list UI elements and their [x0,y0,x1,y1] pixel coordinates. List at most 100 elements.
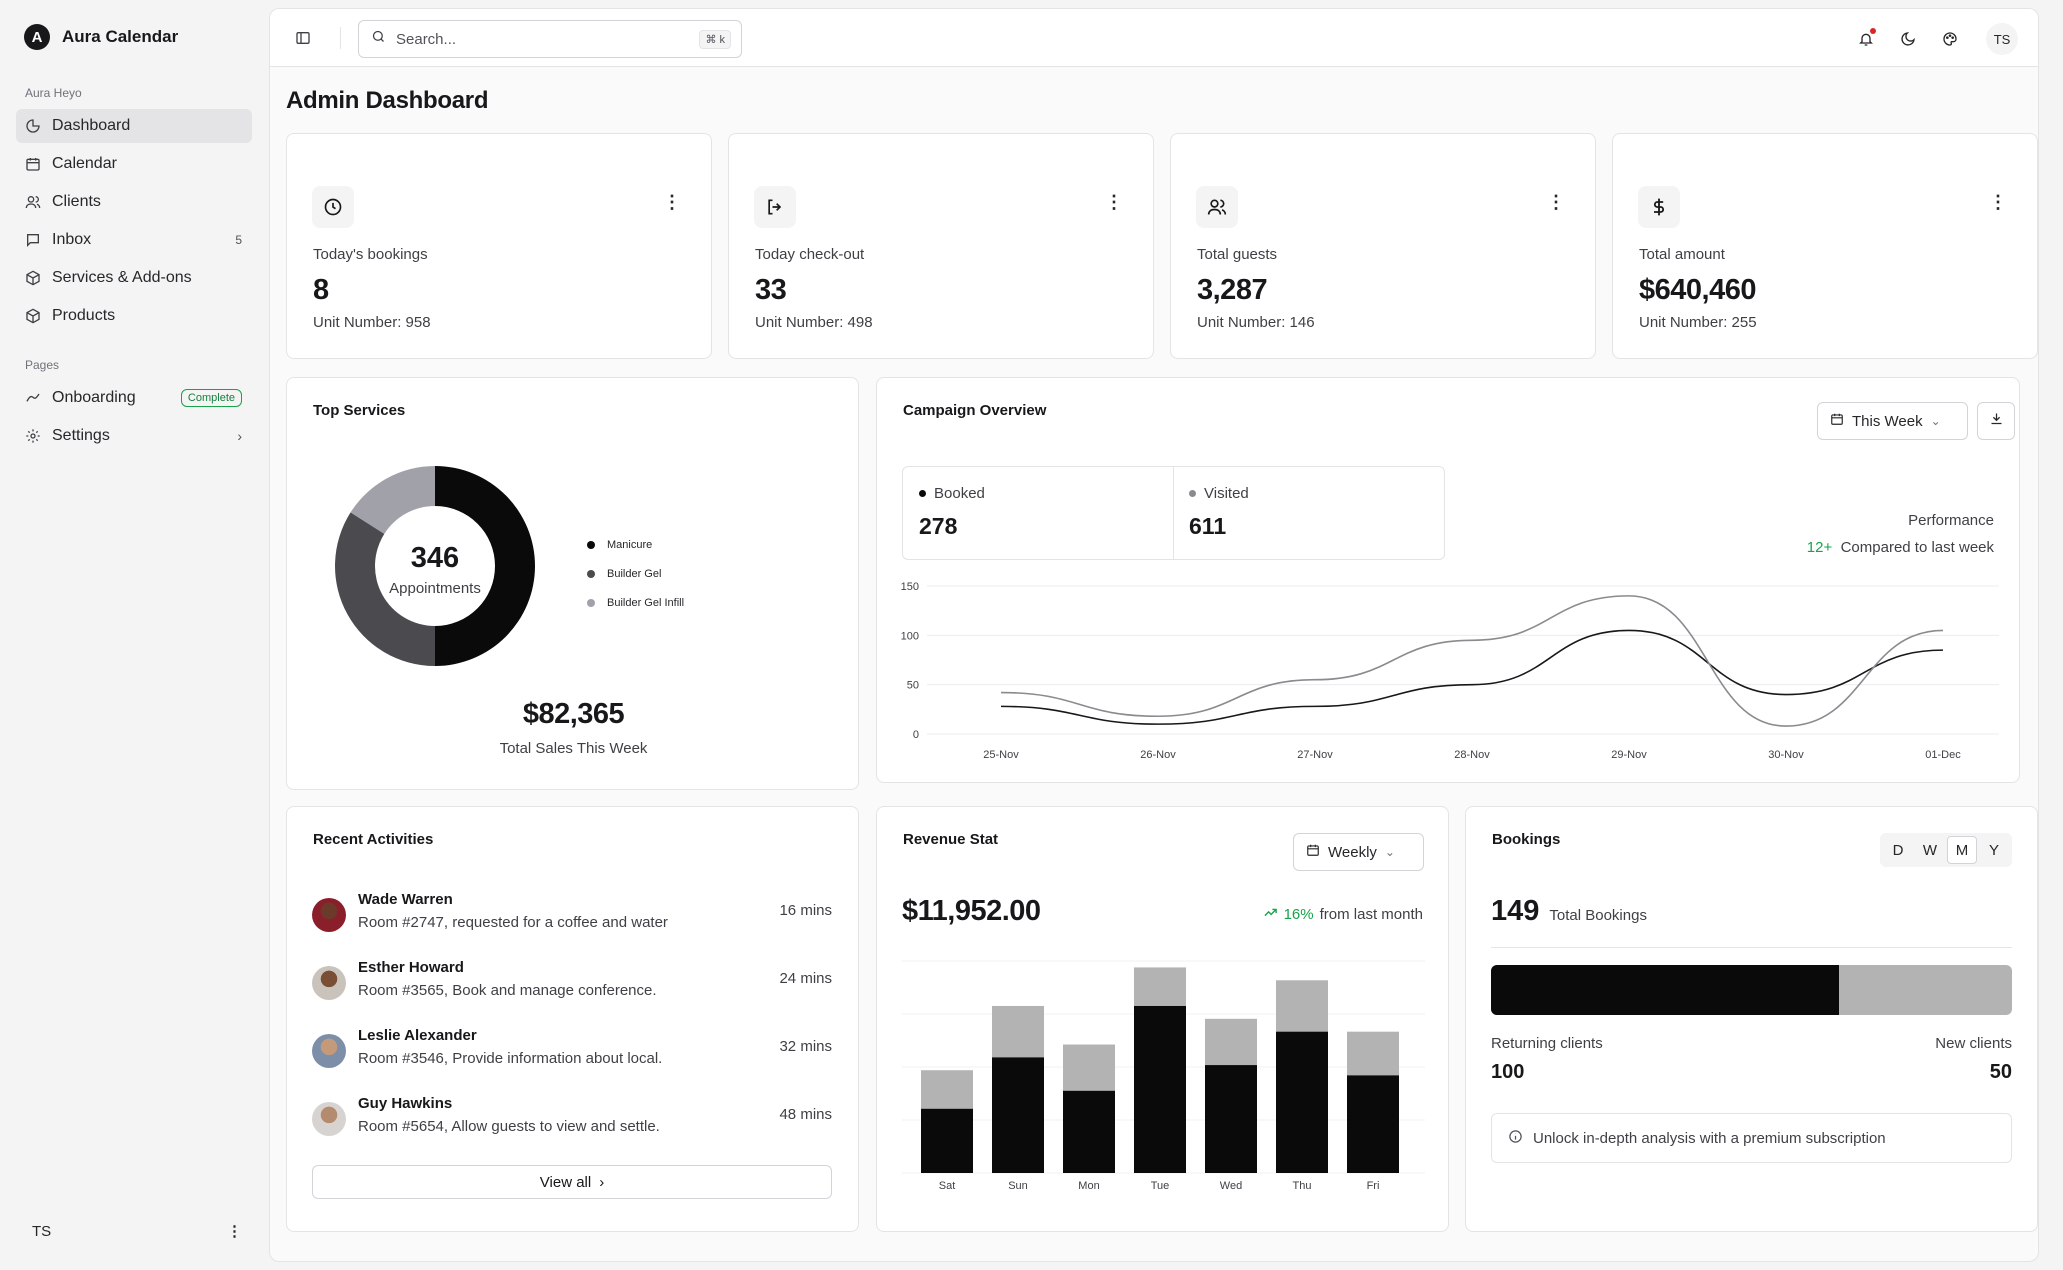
donut-center-value: 346 [410,542,460,574]
sidebar-item-clients[interactable]: Clients [16,185,252,219]
bar-top[interactable] [1347,1031,1399,1076]
brand[interactable]: A Aura Calendar [24,24,178,50]
bar-bottom[interactable] [1347,1075,1399,1173]
stat-value: 3,287 [1197,274,1268,306]
calendar-icon [1830,412,1844,430]
total-sales-value: $82,365 [522,698,625,730]
period-tab-d[interactable]: D [1892,841,1904,859]
package-icon [24,269,42,287]
period-tab-w[interactable]: W [1922,841,1938,859]
sidebar-item-label: Products [52,307,116,324]
card-title: Top Services [313,402,406,419]
pie-chart-icon [24,117,42,135]
sidebar-item-dashboard[interactable]: Dashboard [16,109,252,143]
stat-sub: Unit Number: 498 [755,314,873,331]
chevron-right-icon: › [237,428,242,444]
dollar-icon [1638,186,1680,228]
activity-name: Leslie Alexander [358,1027,477,1044]
activity-time: 24 mins [779,970,832,987]
status-badge: Complete [180,389,242,407]
sidebar-item-calendar[interactable]: Calendar [16,147,252,181]
sidebar-item-services[interactable]: Services & Add-ons [16,261,252,295]
list-item[interactable]: Leslie Alexander Room #3546, Provide inf… [312,1027,832,1073]
legend-dot [1189,490,1196,497]
avatar [312,898,346,932]
moon-icon[interactable] [1896,27,1920,51]
donut-slice[interactable] [335,512,435,666]
more-vertical-icon[interactable]: ⋮ [1989,192,2007,212]
metric-booked-value: 278 [919,513,958,539]
divider [340,27,341,49]
donut-slice[interactable] [350,466,435,534]
legend-dot [919,490,926,497]
sidebar-toggle-icon[interactable] [292,27,314,49]
list-item[interactable]: Wade Warren Room #2747, requested for a … [312,891,832,937]
x-tick-label: Mon [1078,1180,1099,1192]
bar-top[interactable] [992,1005,1044,1058]
period-tab-y[interactable]: Y [1988,841,1999,859]
bar-bottom[interactable] [1063,1090,1115,1173]
bookings-total-value: 149 [1491,895,1540,927]
legend-dot [587,599,595,607]
search-input[interactable] [396,30,690,48]
line-series-booked [1000,629,1944,725]
bell-icon[interactable] [1854,27,1878,51]
premium-notice[interactable]: Unlock in-depth analysis with a premium … [1491,1113,2012,1163]
more-vertical-icon[interactable]: ⋮ [1547,192,1565,212]
bar-top[interactable] [1205,1018,1257,1066]
activity-time: 16 mins [779,902,832,919]
sidebar-footer[interactable]: TS ⋮ [16,1222,252,1241]
range-select[interactable]: Weekly ⌄ [1293,833,1424,871]
search-box[interactable]: ⌘ k [358,20,742,58]
x-tick-label: Thu [1293,1180,1312,1192]
users-icon [24,193,42,211]
revenue-amount: $11,952.00 [902,895,1041,927]
activity-desc: Room #2747, requested for a coffee and w… [358,914,668,931]
view-all-button[interactable]: View all › [312,1165,832,1199]
list-item[interactable]: Esther Howard Room #3565, Book and manag… [312,959,832,1005]
bar-bottom[interactable] [1205,1065,1257,1173]
avatar[interactable]: TS [1986,23,2018,55]
sidebar-item-label: Clients [52,193,101,210]
sidebar: A Aura Calendar Aura Heyo Dashboard Cale… [0,0,268,1270]
bar-top[interactable] [1063,1044,1115,1091]
sidebar-item-products[interactable]: Products [16,299,252,333]
period-tab-m[interactable]: M [1947,836,1977,864]
brand-name: Aura Calendar [62,27,179,46]
list-item[interactable]: Guy Hawkins Room #5654, Allow guests to … [312,1095,832,1141]
sidebar-item-inbox[interactable]: Inbox 5 [16,223,252,257]
bar-bottom[interactable] [1276,1031,1328,1173]
more-vertical-icon[interactable]: ⋮ [1105,192,1123,212]
bar-top[interactable] [1276,980,1328,1032]
x-tick-label: Wed [1220,1180,1242,1192]
more-vertical-icon[interactable]: ⋮ [663,192,681,212]
sidebar-item-label: Services & Add-ons [52,269,192,286]
x-tick-label: 25-Nov [983,749,1019,761]
calendar-icon [24,155,42,173]
bar-bottom[interactable] [992,1057,1044,1173]
donut-slice[interactable] [435,466,535,666]
bar-top[interactable] [921,1070,973,1109]
range-select[interactable]: This Week ⌄ [1817,402,1968,440]
sidebar-item-settings[interactable]: Settings › [16,419,252,453]
stat-sub: Unit Number: 255 [1639,314,1757,331]
bookings-card: Bookings D W M Y 149 Total Bookings Retu… [1465,806,2038,1232]
stat-card-checkout: ⋮ Today check-out 33 Unit Number: 498 [728,133,1154,359]
download-button[interactable] [1977,402,2015,440]
divider [1173,467,1174,559]
sidebar-item-onboarding[interactable]: Onboarding Complete [16,381,252,415]
box-icon [24,307,42,325]
stat-value: 8 [313,274,329,306]
palette-icon[interactable] [1938,27,1962,51]
bar-bottom[interactable] [921,1108,973,1173]
trending-up-icon [1263,905,1278,924]
performance-delta: 12+ [1806,539,1833,556]
sidebar-item-label: Dashboard [52,117,131,134]
x-tick-label: Sat [939,1180,956,1192]
more-vertical-icon[interactable]: ⋮ [227,1223,242,1240]
stat-card-guests: ⋮ Total guests 3,287 Unit Number: 146 [1170,133,1596,359]
bar-top[interactable] [1134,967,1186,1006]
new-value: 50 [1989,1061,2012,1083]
new-label: New clients [1935,1035,2012,1052]
bar-bottom[interactable] [1134,1005,1186,1173]
